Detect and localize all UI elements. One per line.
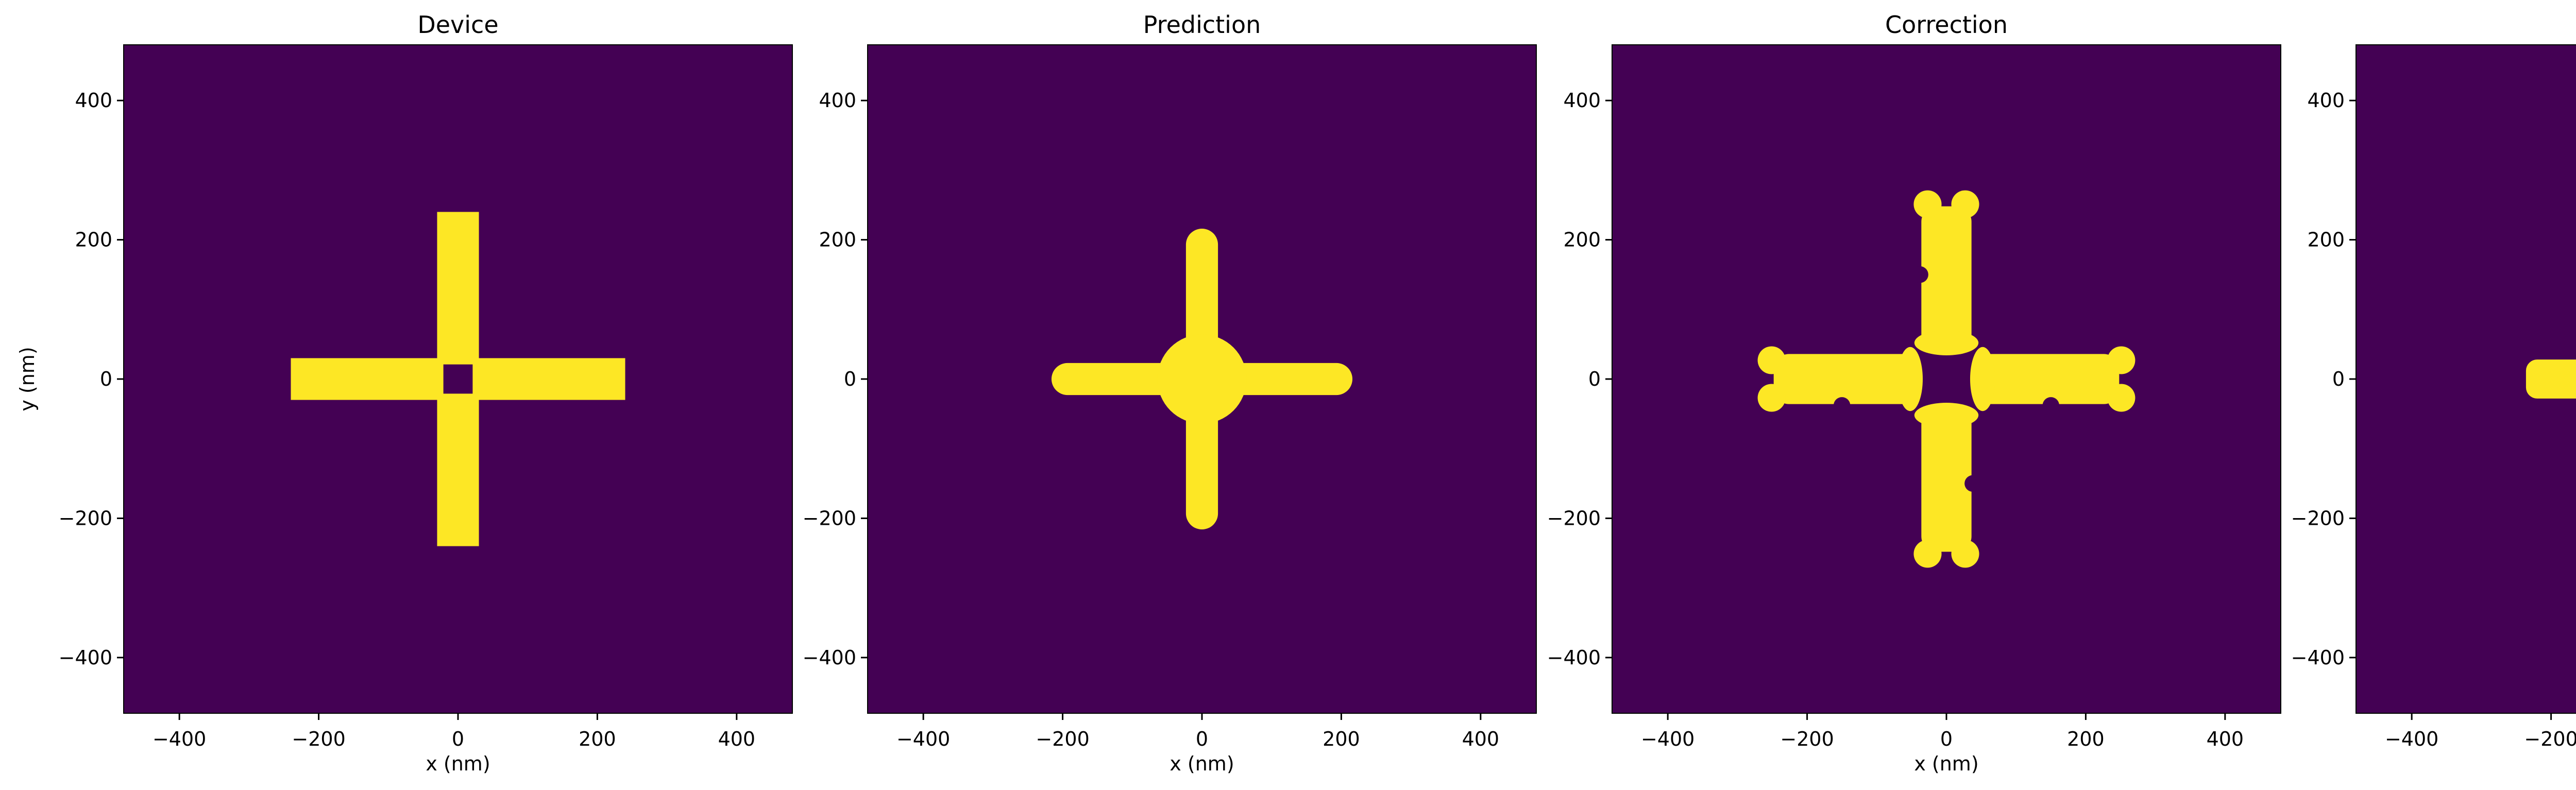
- mask-shape: [1157, 334, 1247, 424]
- y-tick-label: −400: [1547, 646, 1601, 669]
- mask-shape: [2042, 397, 2060, 414]
- y-tick-label: −200: [1547, 507, 1601, 529]
- x-tick-label: 0: [1196, 728, 1208, 750]
- y-tick-label: 0: [100, 368, 112, 390]
- y-tick-label: 0: [844, 368, 856, 390]
- y-tick-label: 400: [75, 89, 112, 112]
- mask-shape: [1897, 347, 1923, 411]
- y-tick-label: −400: [803, 646, 856, 669]
- mask-shape: [1911, 266, 1928, 283]
- mask-shape: [2107, 346, 2136, 374]
- x-tick-label: 400: [2207, 728, 2244, 750]
- x-tick-label: 200: [579, 728, 616, 750]
- mask-shape: [1757, 346, 1786, 374]
- y-tick-label: 200: [75, 229, 112, 251]
- x-axis-label: x (nm): [1170, 752, 1234, 775]
- y-tick-label: 0: [1588, 368, 1601, 390]
- y-tick-label: 200: [1563, 229, 1601, 251]
- mask-shape: [1921, 206, 1972, 350]
- y-tick-label: 400: [2307, 89, 2345, 112]
- y-tick-label: −200: [2291, 507, 2345, 529]
- mask-shape: [1975, 354, 2120, 404]
- mask-shape: [1773, 354, 1918, 404]
- mask-shape: [1964, 475, 1981, 492]
- mask-shape: [1833, 397, 1851, 414]
- subplot-device: −400 −200 0 200 400 400 200 0 −200 −400 Device x (n…: [16, 11, 793, 775]
- x-axis-label: x (nm): [426, 752, 490, 775]
- x-tick-label: 400: [718, 728, 756, 750]
- y-tick-label: 200: [819, 229, 856, 251]
- y-tick-label: −200: [59, 507, 112, 529]
- y-tick-label: 0: [2332, 368, 2345, 390]
- y-tick-label: 400: [819, 89, 856, 112]
- mask-shape: [2526, 359, 2576, 399]
- x-tick-label: 0: [452, 728, 464, 750]
- x-tick-label: −400: [896, 728, 950, 750]
- mask-shape: [2107, 384, 2136, 412]
- mask-shape: [1757, 384, 1786, 412]
- x-tick-label: −200: [292, 728, 345, 750]
- y-axis-label: y (nm): [16, 347, 39, 411]
- y-tick-label: −400: [2291, 646, 2345, 669]
- plot-title: Device: [417, 11, 498, 39]
- mask-shape: [1951, 190, 1979, 218]
- y-tick-label: −200: [803, 507, 856, 529]
- mask-shape: [1951, 540, 1979, 568]
- x-tick-label: −400: [152, 728, 206, 750]
- mask-shape: [1913, 540, 1942, 568]
- plot-title: Correction: [1885, 11, 2008, 39]
- subplot-prediction: −400 −200 0 200 400 400 200 0 −200 −400 Prediction…: [803, 11, 1537, 775]
- subplot-correction: −400 −200 0 200 400 400 200 0 −200 −400 Correction…: [1547, 11, 2281, 775]
- x-tick-label: 200: [1323, 728, 1360, 750]
- y-tick-label: 400: [1563, 89, 1601, 112]
- mask-shape: [443, 364, 473, 394]
- x-axis-label: x (nm): [1914, 752, 1978, 775]
- x-tick-label: 0: [1940, 728, 1953, 750]
- y-tick-label: −400: [59, 646, 112, 669]
- mask-shape: [1970, 347, 1995, 411]
- x-tick-label: −400: [1641, 728, 1694, 750]
- mask-shape: [1913, 190, 1942, 218]
- y-tick-label: 200: [2307, 229, 2345, 251]
- x-tick-label: −400: [2385, 728, 2438, 750]
- mask-shape: [1914, 402, 1979, 428]
- x-tick-label: −200: [1036, 728, 1089, 750]
- x-tick-label: 400: [1462, 728, 1500, 750]
- mask-shape: [1914, 330, 1979, 356]
- x-tick-label: −200: [1780, 728, 1834, 750]
- plot-title: Prediction: [1143, 11, 1261, 39]
- mask-shape: [1921, 408, 1972, 552]
- x-tick-label: −200: [2524, 728, 2576, 750]
- x-tick-label: 200: [2067, 728, 2105, 750]
- plot-background: [1612, 45, 2281, 713]
